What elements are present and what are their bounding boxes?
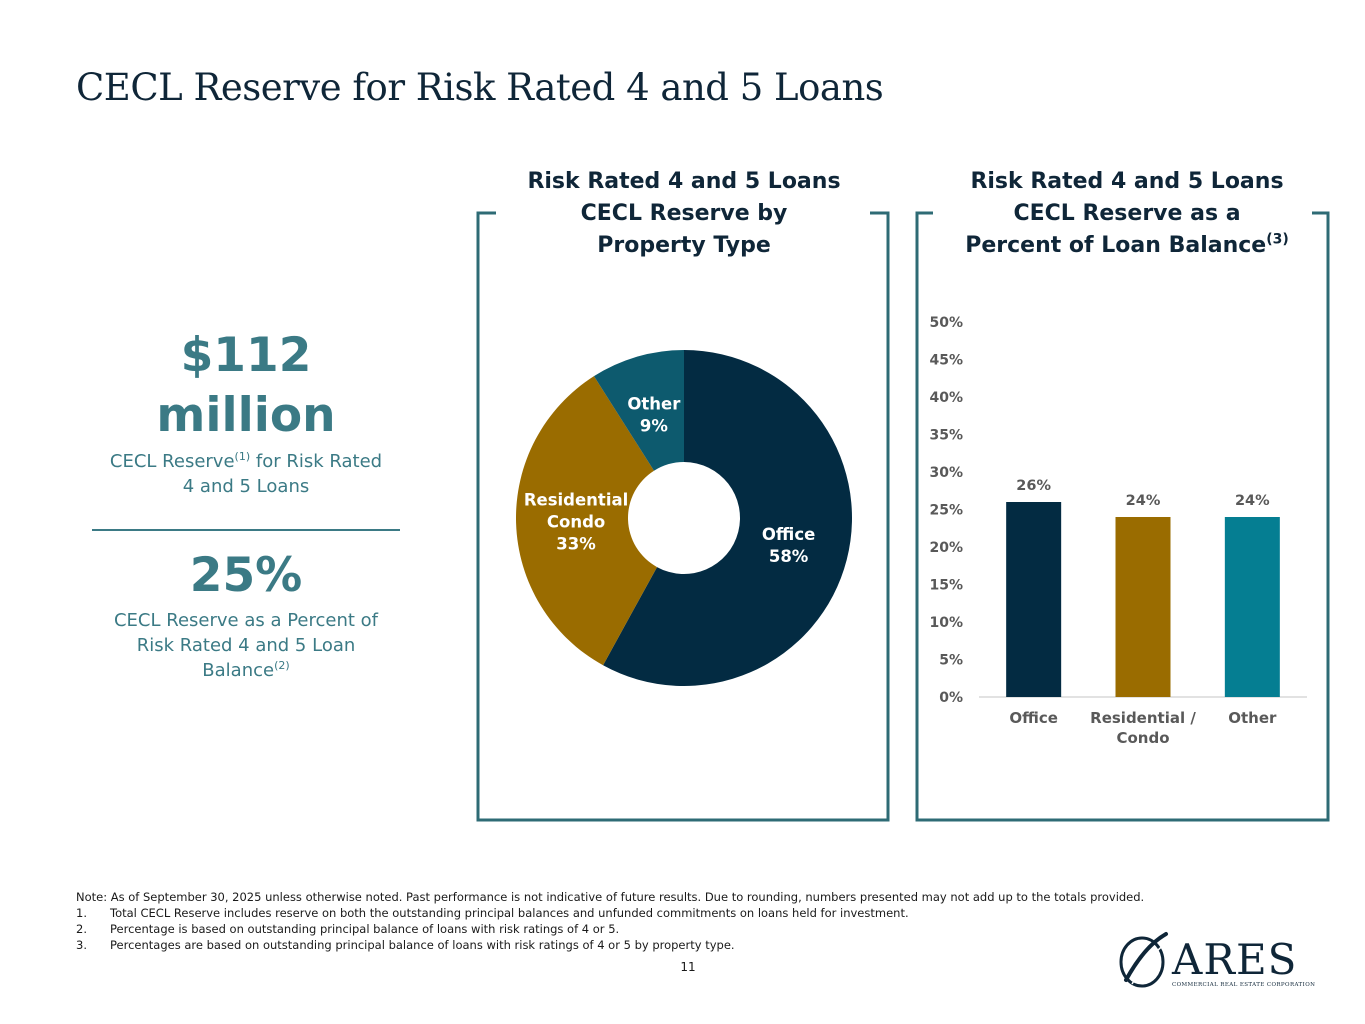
ares-logo-icon bbox=[1119, 932, 1169, 988]
bar-other bbox=[1224, 517, 1280, 697]
y-tick-label: 0% bbox=[939, 690, 963, 706]
bar-chart: 0% 5% 10% 15% 20% 25% 30% 35% 40% 45% 50% 26% Office… bbox=[929, 315, 1307, 747]
bar-panel-frame bbox=[915, 211, 1330, 822]
donut-panel-frame bbox=[476, 211, 890, 822]
ares-logo: ARES COMMERCIAL REAL ESTATE CORPORATION bbox=[1118, 930, 1315, 994]
y-tick-label: 50% bbox=[929, 315, 963, 331]
bar-panel-title: Risk Rated 4 and 5 Loans CECL Reserve as… bbox=[965, 169, 1289, 258]
donut-chart: Office 58% Residential Condo 33% Other 9% bbox=[516, 350, 852, 686]
footnote-3: 3. Percentages are based on outstanding p… bbox=[76, 938, 735, 952]
reserve-label: CECL Reserve(1) for Risk Rated bbox=[109, 450, 383, 472]
donut-slice-office bbox=[603, 350, 852, 686]
donut-label-other: Other 9% bbox=[627, 394, 681, 435]
percent-label-line3: Balance(2) bbox=[202, 659, 290, 681]
y-tick-label: 30% bbox=[929, 465, 963, 481]
bar-value-label: 26% bbox=[1016, 478, 1051, 494]
y-tick-label: 5% bbox=[939, 653, 963, 669]
donut-label-residential: Residential Condo 33% bbox=[524, 490, 628, 553]
reserve-kpi: $112 million CECL Reserve(1) for Risk Ra… bbox=[92, 326, 400, 499]
kpi-divider bbox=[92, 529, 400, 531]
donut-panel-title: Risk Rated 4 and 5 Loans CECL Reserve by… bbox=[527, 169, 841, 258]
bar-office bbox=[1006, 502, 1062, 697]
bar-residential bbox=[1115, 517, 1171, 697]
footnote-note: Note: As of September 30, 2025 unless ot… bbox=[76, 890, 1145, 904]
reserve-label-line2: 4 and 5 Loans bbox=[182, 476, 310, 497]
y-tick-label: 25% bbox=[929, 503, 963, 519]
y-tick-label: 20% bbox=[929, 540, 963, 556]
footnote-1: 1. Total CECL Reserve includes reserve on… bbox=[76, 906, 909, 920]
y-tick-label: 15% bbox=[929, 578, 963, 594]
y-tick-label: 45% bbox=[929, 353, 963, 369]
page-number: 11 bbox=[680, 960, 696, 974]
bar-value-label: 24% bbox=[1235, 493, 1270, 509]
x-category-label: Residential / Condo bbox=[1090, 709, 1196, 747]
footnote-2: 2. Percentage is based on outstanding pri… bbox=[76, 922, 620, 936]
reserve-amount-line2: million bbox=[156, 388, 336, 443]
percent-kpi: 25% CECL Reserve as a Percent of Risk Ra… bbox=[92, 546, 400, 683]
footnotes: Note: As of September 30, 2025 unless ot… bbox=[76, 889, 1276, 953]
y-tick-label: 35% bbox=[929, 428, 963, 444]
percent-label-line1: CECL Reserve as a Percent of bbox=[113, 610, 378, 631]
percent-label-line2: Risk Rated 4 and 5 Loan bbox=[136, 635, 356, 656]
y-tick-label: 40% bbox=[929, 390, 963, 406]
donut-slice-other bbox=[593, 350, 684, 471]
percent-value: 25% bbox=[189, 548, 303, 603]
reserve-amount-line1: $112 bbox=[180, 328, 312, 383]
donut-label-office: Office 58% bbox=[762, 525, 815, 566]
ares-wordmark: ARES bbox=[1172, 935, 1298, 984]
page-title: CECL Reserve for Risk Rated 4 and 5 Loan… bbox=[76, 66, 884, 109]
bar-value-label: 24% bbox=[1126, 493, 1161, 509]
y-tick-label: 10% bbox=[929, 615, 963, 631]
donut-slice-residential bbox=[516, 376, 658, 666]
ares-tagline: COMMERCIAL REAL ESTATE CORPORATION bbox=[1172, 982, 1316, 988]
x-category-label: Other bbox=[1228, 709, 1277, 727]
x-category-label: Office bbox=[1009, 709, 1058, 727]
